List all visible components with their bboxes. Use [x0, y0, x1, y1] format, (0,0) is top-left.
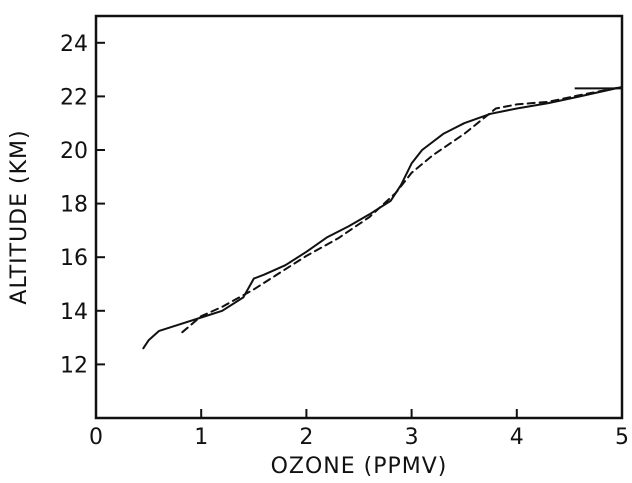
y-tick-label: 20 [60, 139, 88, 164]
y-tick-label: 16 [60, 246, 88, 271]
plot-frame [94, 14, 624, 420]
y-tick-label: 22 [60, 85, 88, 110]
x-axis-label: OZONE (PPMV) [271, 454, 448, 479]
x-tick-label: 2 [299, 425, 313, 450]
y-tick-label: 12 [60, 353, 88, 378]
x-tick-label: 5 [615, 425, 629, 450]
y-tick-label: 18 [60, 193, 88, 218]
x-axis-ticks: 0 1 2 3 4 5 [89, 409, 629, 450]
y-tick-label: 14 [60, 300, 88, 325]
y-axis-ticks: 12 14 16 18 20 22 24 [60, 32, 105, 378]
x-tick-label: 1 [194, 425, 208, 450]
y-axis-label: ALTITUDE (KM) [7, 129, 32, 304]
x-tick-label: 0 [89, 425, 103, 450]
dashed-series-line [181, 86, 623, 334]
y-tick-label: 24 [60, 32, 88, 57]
series-layer [142, 86, 623, 350]
x-tick-label: 3 [405, 425, 419, 450]
x-tick-label: 4 [510, 425, 524, 450]
